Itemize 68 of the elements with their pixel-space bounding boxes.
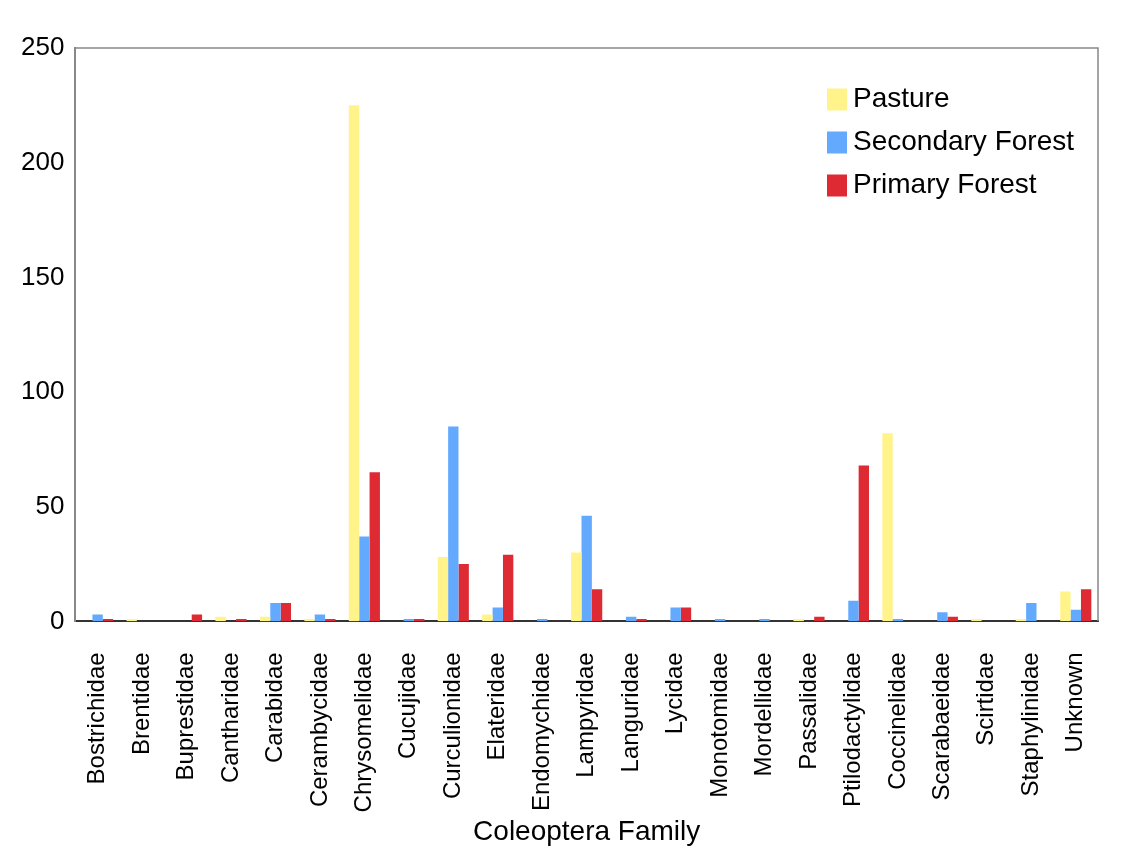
x-tick-label: Languridae xyxy=(615,652,643,773)
bar xyxy=(270,602,281,622)
y-tick-label: 0 xyxy=(49,604,65,635)
x-tick-label: Cucujidae xyxy=(393,652,421,760)
x-tick-label: Lampyridae xyxy=(571,652,599,778)
bar xyxy=(492,607,503,622)
x-tick-label: Lycidae xyxy=(660,652,688,735)
bar xyxy=(571,552,582,622)
x-tick-label: Chrysomelidae xyxy=(349,652,377,813)
x-axis-title: Coleoptera Family xyxy=(473,814,701,846)
bar xyxy=(759,619,770,622)
bar xyxy=(215,616,226,622)
x-tick-label: Unknown xyxy=(1060,652,1088,753)
bar xyxy=(858,465,870,622)
bar xyxy=(1060,591,1071,622)
x-tick-label: Coccinelidae xyxy=(882,652,910,790)
legend-label: Secondary Forest xyxy=(853,125,1075,157)
bar xyxy=(348,105,360,622)
y-tick-label: 250 xyxy=(20,31,65,62)
y-tick-label: 100 xyxy=(20,375,65,406)
legend-label: Pasture xyxy=(853,82,950,114)
y-tick-label: 150 xyxy=(20,260,65,291)
bar xyxy=(882,433,893,622)
x-tick-label: Scirtidae xyxy=(971,652,999,746)
bar xyxy=(458,564,469,622)
bar xyxy=(680,607,692,622)
bar xyxy=(359,536,370,622)
x-tick-label: Curculionidae xyxy=(437,652,465,800)
x-tick-label: Elateridae xyxy=(482,652,510,761)
bar xyxy=(591,589,603,622)
x-tick-label: Brentidae xyxy=(126,652,154,756)
x-tick-label: Staphylinidae xyxy=(1015,652,1043,797)
bar xyxy=(92,614,103,622)
bar xyxy=(937,612,948,622)
bar xyxy=(636,619,647,622)
bar xyxy=(793,619,804,622)
x-tick-label: Mordellidae xyxy=(749,652,777,777)
bar xyxy=(314,614,326,622)
bar xyxy=(191,614,203,622)
x-tick-label: Cerambycidae xyxy=(304,652,332,808)
x-tick-label: Bostrichidae xyxy=(82,652,110,785)
bar xyxy=(502,554,514,622)
x-tick-label: Ptilodactylidae xyxy=(838,652,866,808)
bar xyxy=(581,515,592,622)
bar xyxy=(814,616,825,622)
bar xyxy=(670,607,681,622)
bar xyxy=(236,619,247,622)
x-tick-label: Endomychidae xyxy=(526,652,554,812)
bar xyxy=(1070,609,1081,622)
x-tick-label: Passalidae xyxy=(793,652,821,770)
bar xyxy=(280,602,292,622)
bar xyxy=(304,619,315,622)
y-tick-label: 50 xyxy=(35,489,65,520)
x-tick-label: Scarabaeidae xyxy=(927,652,955,801)
y-tick-label: 200 xyxy=(20,145,65,176)
legend-label: Primary Forest xyxy=(853,168,1037,200)
bar xyxy=(448,426,459,622)
bar xyxy=(848,600,859,622)
x-tick-label: Buprestidae xyxy=(171,652,199,781)
bar xyxy=(1026,602,1037,622)
x-tick-label: Cantharidae xyxy=(215,652,243,784)
bar xyxy=(482,614,493,622)
x-tick-label: Carabidae xyxy=(260,652,288,764)
bar xyxy=(971,619,982,622)
bar xyxy=(369,472,380,622)
x-tick-label: Monotomidae xyxy=(704,652,732,798)
bar xyxy=(437,557,449,622)
bar xyxy=(1080,589,1092,622)
